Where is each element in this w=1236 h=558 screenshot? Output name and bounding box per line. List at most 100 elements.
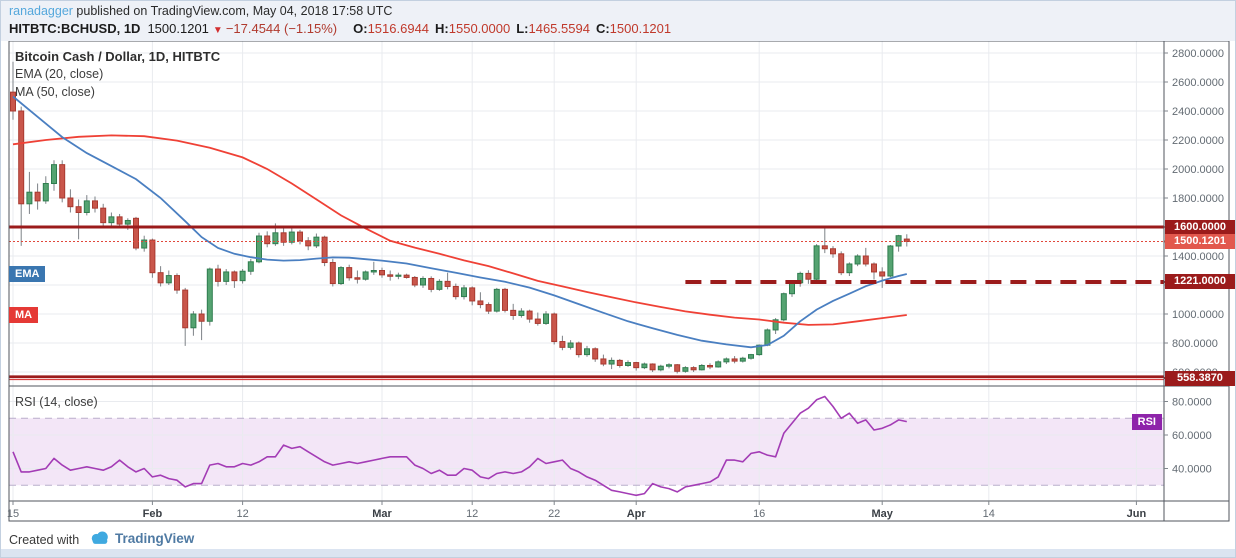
candle-body [526, 310, 533, 320]
candle-body [641, 363, 648, 369]
rsi-line [12, 395, 907, 497]
rsi-legend: RSI (14, close) [15, 395, 98, 409]
candle-body [387, 274, 394, 277]
candle-body [575, 342, 582, 356]
candle-body [288, 231, 295, 243]
svg-text:12: 12 [466, 508, 478, 520]
tradingview-link[interactable]: TradingView [89, 530, 194, 546]
svg-text:1000.0000: 1000.0000 [1172, 309, 1224, 321]
svg-text:14: 14 [983, 508, 995, 520]
ema-legend: EMA (20, close) [15, 67, 104, 81]
ma-legend: MA (50, close) [15, 85, 95, 99]
open-value: 1516.6944 [367, 21, 430, 36]
candle-body [780, 293, 787, 321]
svg-text:2400.0000: 2400.0000 [1172, 106, 1224, 118]
candle-body [821, 245, 828, 250]
candle-body [354, 277, 361, 280]
candle-body [100, 207, 107, 224]
candle-body [772, 319, 779, 331]
candle-body [297, 231, 303, 242]
svg-text:1400.0000: 1400.0000 [1172, 251, 1224, 263]
chart-title: Bitcoin Cash / Dollar, 1D, HITBTC [15, 49, 221, 64]
candle-body [813, 245, 820, 280]
candle-body [428, 277, 435, 290]
candle-body [34, 191, 41, 202]
candle-body [190, 313, 197, 329]
ma-value-badge: MA [9, 306, 39, 323]
candle-body [108, 216, 115, 224]
low-label: L: [516, 21, 529, 36]
candle-body [854, 255, 861, 265]
svg-text:Mar: Mar [372, 508, 392, 520]
candle-body [674, 364, 681, 372]
tradingview-cloud-icon [91, 531, 108, 544]
svg-text:2800.0000: 2800.0000 [1172, 48, 1224, 60]
candle-body [124, 219, 131, 225]
candle-body [862, 255, 869, 265]
author-link[interactable]: ranadagger [9, 4, 73, 18]
candle-body [879, 271, 886, 277]
candle-body [379, 270, 385, 276]
candle-body [789, 282, 795, 295]
candle-body [510, 309, 517, 316]
candle-body [756, 344, 763, 356]
candle-body [338, 267, 344, 285]
last-price: 1500.1201 [147, 21, 209, 36]
candle-body [600, 358, 607, 365]
candle-body [764, 329, 771, 346]
candle-body [247, 261, 254, 272]
candle-body [616, 359, 623, 366]
candle-body [395, 274, 402, 277]
level-badge-1600: 1600.0000 [1165, 219, 1235, 235]
svg-text:12: 12 [236, 508, 248, 520]
candle-body [18, 110, 25, 205]
candle-body [215, 268, 221, 282]
header-bar: ranadagger published on TradingView.com,… [1, 1, 1235, 41]
candle-body [633, 362, 640, 369]
low-value: 1465.5594 [528, 21, 590, 36]
candle-body [346, 267, 353, 279]
price-change: −17.4544 (−1.15%) [225, 21, 338, 36]
candle-body [83, 200, 90, 213]
candle-body [436, 280, 443, 290]
candle-body [895, 235, 902, 247]
candle-body [149, 239, 156, 274]
high-label: H: [435, 21, 449, 36]
candle-body [370, 270, 377, 273]
candle-body [707, 364, 713, 368]
candle-body [649, 363, 656, 371]
candle-body [690, 367, 697, 371]
candle-body [231, 271, 238, 282]
candle-body [534, 318, 541, 324]
candle-body [26, 191, 33, 205]
candle-body [444, 280, 451, 287]
candle-body [469, 287, 476, 302]
candle-body [10, 91, 16, 112]
candle-body [461, 287, 467, 298]
candle-body [731, 358, 738, 362]
candle-body [411, 276, 418, 286]
candle-body [698, 364, 705, 371]
level-badge-1221: 1221.0000 [1165, 274, 1235, 290]
candle-body [133, 217, 139, 249]
bottom-strip [1, 549, 1235, 557]
symbol-label: HITBTC:BCHUSD, 1D [9, 21, 141, 36]
candle-body [543, 313, 549, 324]
candle-body [75, 206, 82, 213]
candle-body [657, 365, 664, 371]
rsi-band [9, 418, 1164, 486]
candle-body [518, 310, 525, 316]
candle-body [174, 275, 180, 291]
candle-body [2, 70, 7, 92]
created-with-label: Created with [9, 533, 80, 547]
svg-text:1800.0000: 1800.0000 [1172, 193, 1224, 205]
svg-text:40.0000: 40.0000 [1172, 464, 1212, 476]
candle-body [42, 183, 49, 202]
ema20-line [12, 95, 908, 349]
candle-body [559, 341, 566, 348]
candle-body [157, 272, 164, 284]
time-axis-labels: 15 Feb 12 Mar 12 22 Apr 16 May 14 Jun [7, 501, 1146, 520]
candle-body [715, 361, 722, 368]
candle-body [280, 232, 287, 243]
